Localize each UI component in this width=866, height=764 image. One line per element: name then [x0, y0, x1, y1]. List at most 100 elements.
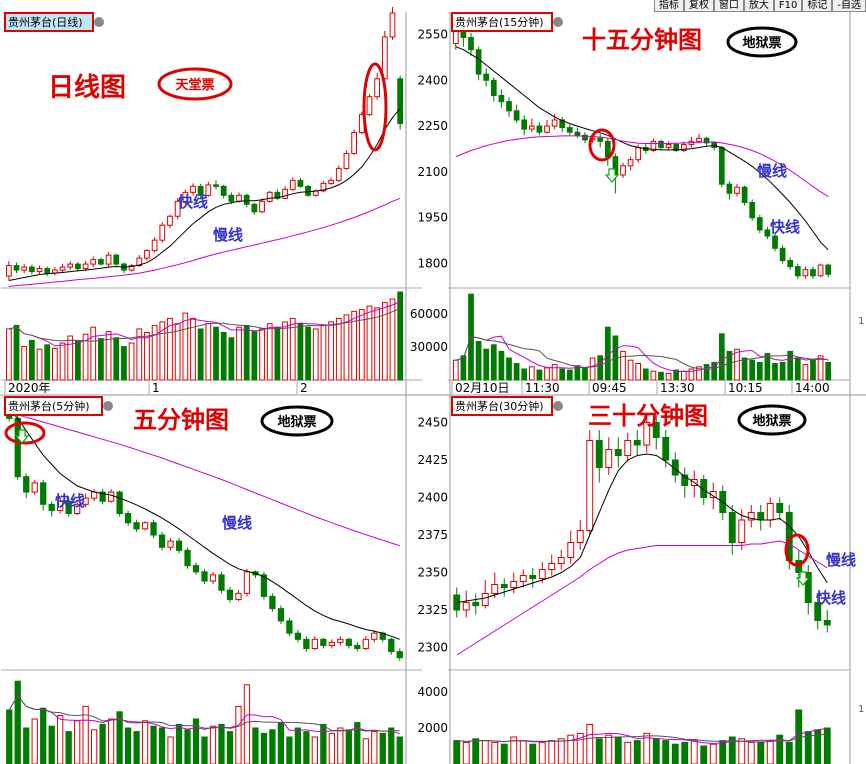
volume-bar	[643, 732, 651, 764]
volume-bar	[167, 317, 173, 381]
volume-bar	[396, 736, 403, 764]
volume-bar	[371, 731, 378, 764]
toolbar-watchlist-button[interactable]: -自选	[832, 0, 866, 12]
volume-bar	[690, 740, 698, 764]
volume-ma-long	[455, 336, 829, 370]
volume-bar	[460, 355, 467, 381]
volume-bar	[345, 729, 352, 764]
y-tick-label: 2400	[417, 491, 448, 505]
candle-body	[75, 263, 81, 270]
candle-body	[99, 491, 106, 502]
y-tick-label: 2350	[417, 566, 448, 580]
candle-body	[266, 191, 273, 202]
candle-body	[167, 540, 174, 548]
volume-bar	[779, 361, 786, 381]
chart-title: 贵州茅台(5分钟)	[8, 399, 90, 413]
volume-bar	[192, 718, 200, 764]
candle-body	[597, 137, 604, 142]
volume-bar	[82, 705, 89, 764]
candle-body	[282, 188, 288, 199]
candle-body	[566, 127, 573, 133]
volume-bar	[167, 736, 174, 764]
volume-ma-long	[456, 733, 828, 743]
candle-body	[328, 179, 334, 184]
candle-body	[776, 503, 784, 513]
candle-body	[779, 247, 786, 262]
volume-bar	[107, 718, 115, 764]
volume-bar	[151, 324, 158, 381]
candle-body	[150, 522, 157, 536]
x-tick-label: 13:30	[660, 381, 695, 395]
highlight-ellipse	[362, 62, 388, 152]
slow-ma-line	[8, 197, 401, 287]
candle-body	[351, 132, 358, 154]
sell-arrow-icon	[795, 571, 811, 586]
y-tick-label: 1950	[417, 211, 448, 225]
toolbar-mark-button[interactable]: 标记	[802, 0, 833, 12]
volume-bar	[354, 722, 361, 764]
candle-body	[673, 143, 680, 152]
candle-body	[303, 638, 310, 650]
volume-bar	[297, 323, 304, 381]
volume-bar	[379, 732, 386, 764]
candle-body	[182, 191, 189, 202]
candle-body	[696, 137, 702, 142]
badge-label: 地狱票	[742, 35, 781, 51]
volume-bar	[343, 314, 350, 381]
volume-bar	[305, 326, 311, 381]
x-tick-label: 2	[300, 381, 308, 395]
volume-bar	[136, 328, 143, 381]
toolbar-indicator-button[interactable]: 指标	[653, 0, 684, 12]
volume-bar	[559, 368, 566, 381]
toolbar: 指标 复权 窗口 放大 F10 标记 -自选	[653, 0, 866, 12]
slow-ma-line	[455, 135, 829, 197]
candle-body	[475, 49, 482, 75]
volume-bar	[182, 312, 189, 381]
volume-bar	[105, 331, 112, 381]
volume-bar	[141, 720, 149, 764]
toolbar-window-button[interactable]: 窗口	[713, 0, 744, 12]
candle-body	[82, 497, 89, 505]
volume-bar	[174, 323, 181, 381]
candle-body	[635, 146, 642, 161]
volume-bar	[252, 727, 259, 764]
candle-body	[718, 146, 725, 185]
toolbar-adjust-button[interactable]: 复权	[683, 0, 714, 12]
candle-body	[374, 78, 381, 98]
candle-body	[107, 491, 115, 502]
candle-body	[220, 185, 227, 196]
fast-line-label: 快线	[770, 218, 800, 236]
volume-bar	[567, 734, 575, 764]
volume-bar	[513, 363, 520, 381]
overlay-title: 五分钟图	[133, 406, 229, 434]
volume-bar	[521, 368, 528, 381]
chart-title: 贵州茅台(15分钟)	[455, 15, 544, 29]
volume-bar	[652, 738, 660, 764]
candle-body	[513, 110, 520, 121]
volume-bar	[500, 743, 508, 764]
volume-bar	[67, 335, 74, 381]
dropdown-icon	[94, 17, 104, 27]
candle-body	[294, 632, 302, 640]
candle-body	[141, 522, 149, 530]
volume-bar	[175, 723, 183, 764]
y-tick-label: 2400	[417, 73, 448, 87]
x-tick-label: 14:00	[795, 381, 830, 395]
volume-bar	[528, 366, 535, 381]
volume-bar	[128, 342, 135, 381]
volume-bar	[574, 365, 581, 381]
edge-mark: 1	[858, 316, 864, 327]
volume-bar	[772, 363, 778, 381]
y-tick-label: 2250	[417, 119, 448, 133]
toolbar-f10-button[interactable]: F10	[773, 0, 803, 12]
volume-bar	[337, 727, 344, 764]
candle-body	[567, 542, 575, 558]
x-tick-label: 02月10日	[455, 381, 510, 395]
x-tick-label: 10:15	[728, 381, 763, 395]
toolbar-zoom-button[interactable]: 放大	[743, 0, 774, 12]
candle-body	[521, 119, 528, 130]
volume-bar	[726, 350, 733, 381]
candle-body	[286, 620, 293, 634]
volume-bar	[366, 305, 373, 381]
volume-bar	[218, 723, 225, 764]
